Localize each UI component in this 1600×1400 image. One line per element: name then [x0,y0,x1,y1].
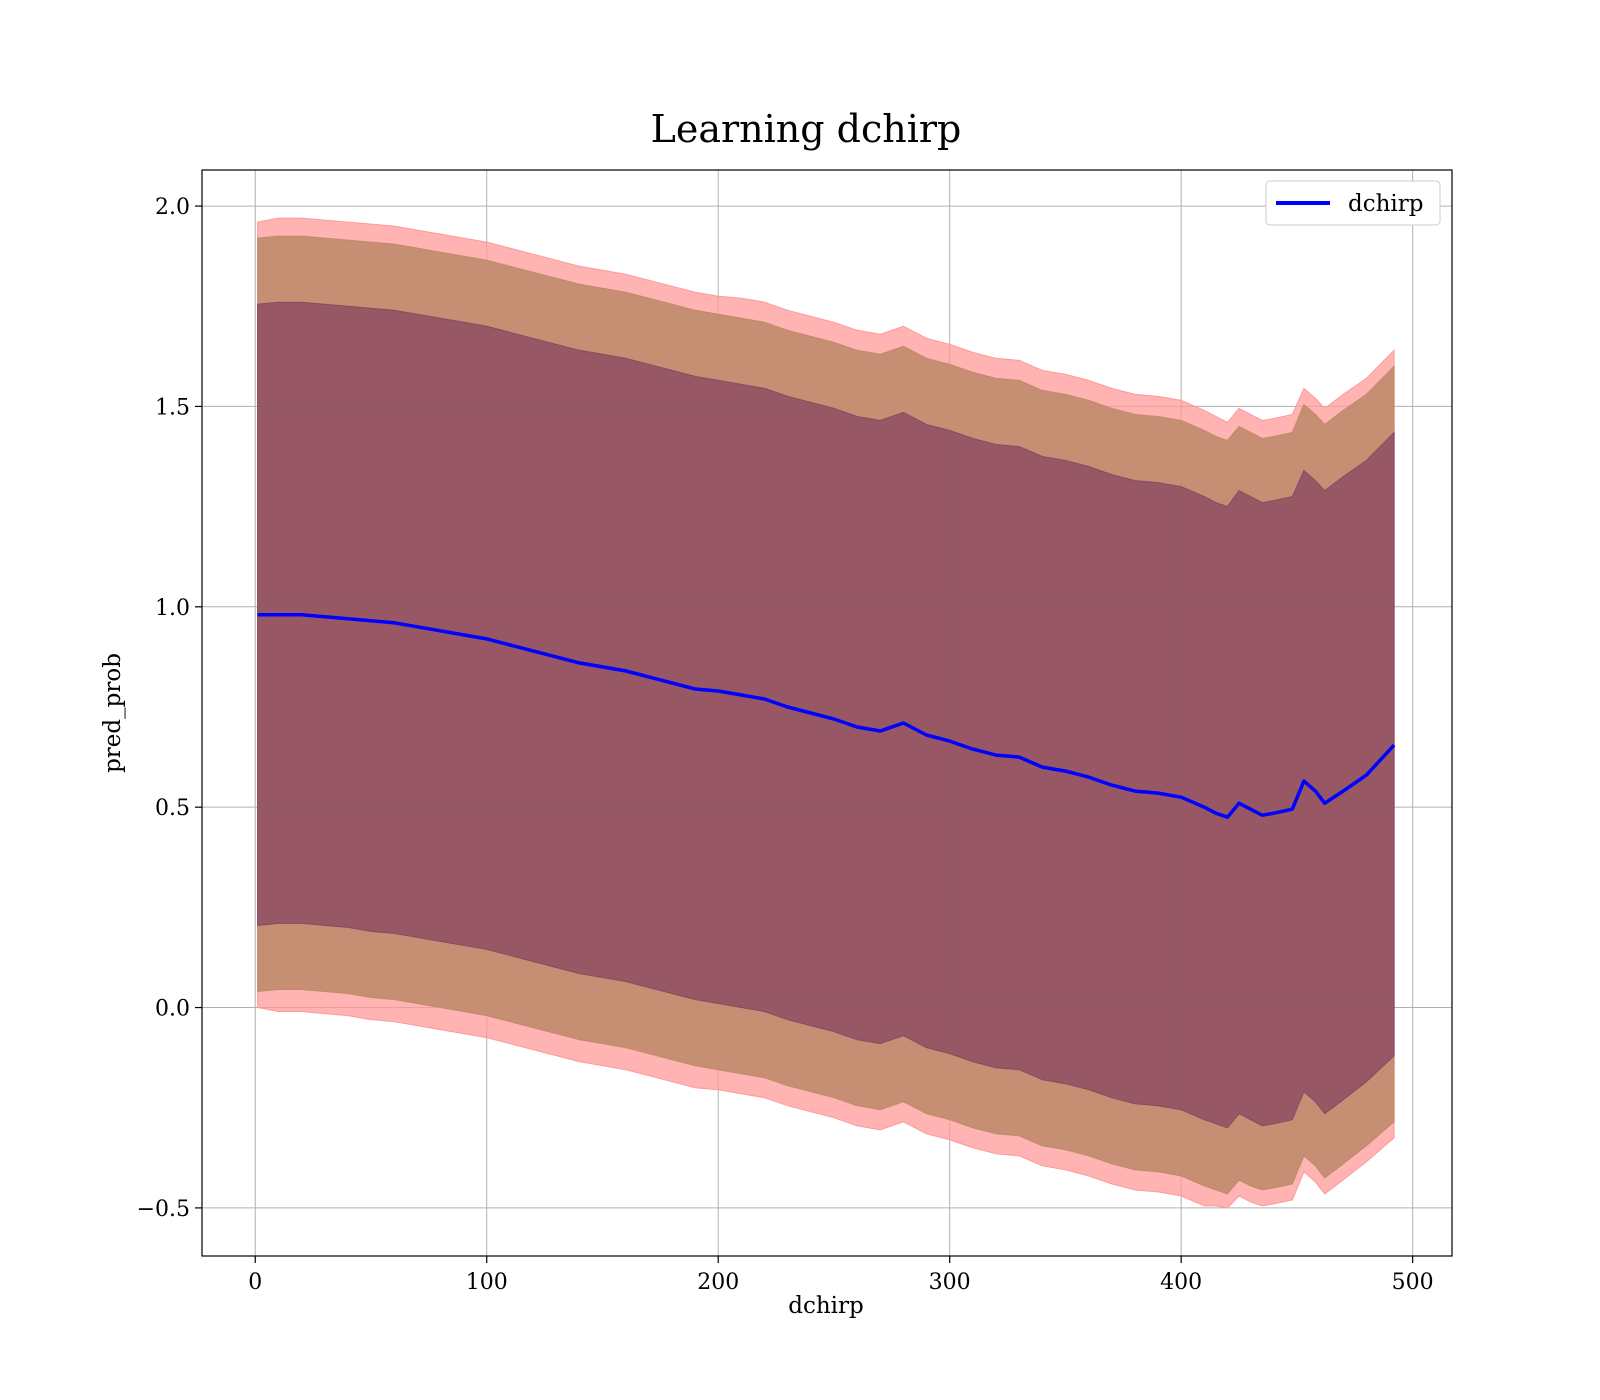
x-tick-label: 300 [929,1270,971,1295]
x-tick-label: 100 [466,1270,508,1295]
x-tick-label: 200 [697,1270,739,1295]
series-lines [257,613,1396,819]
series-line-dchirp [257,613,1396,819]
chart-title: Learning dchirp [651,107,962,151]
y-tick-label: 2.0 [155,195,190,220]
x-tick-label: 500 [1392,1270,1434,1295]
axis-ticks: 0 100 200 300 400 500 −0.5 0.0 0.5 1.0 1.5 2.0 [137,195,1434,1295]
y-axis-label: pred_prob [100,653,126,773]
y-tick-label: 0.0 [155,997,190,1022]
x-tick-label: 400 [1160,1270,1202,1295]
y-tick-label: 1.5 [155,395,190,420]
y-tick-label: 0.5 [155,796,190,821]
legend-box [1265,180,1441,226]
y-tick-label: −0.5 [137,1197,190,1222]
x-axis-label: dchirp [788,1293,864,1319]
legend: dchirp [1265,180,1441,226]
legend-entry-dchirp: dchirp [1348,191,1424,217]
y-tick-label: 1.0 [155,596,190,621]
confidence-bands [257,217,1395,1209]
plot-frame [201,169,1453,1257]
band-inner [257,301,1395,1129]
x-tick-label: 0 [248,1270,262,1295]
